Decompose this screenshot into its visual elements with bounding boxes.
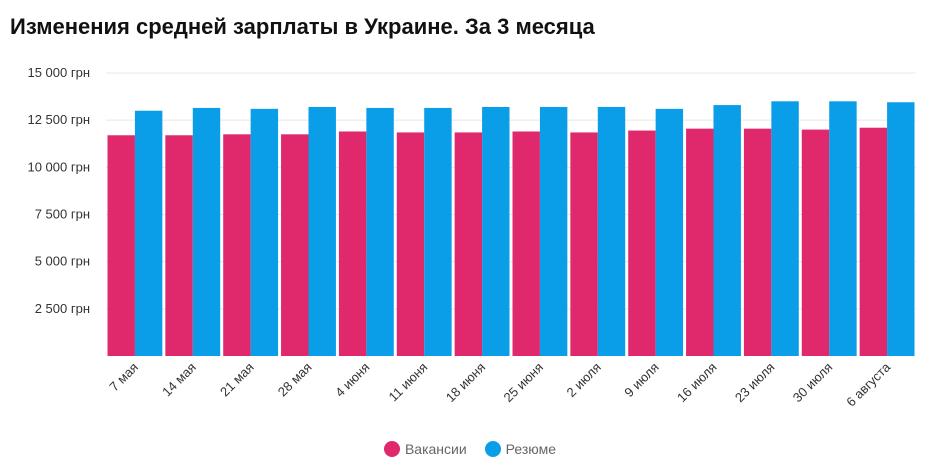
bar-resumes[interactable] bbox=[134, 110, 163, 356]
y-tick-label: 15 000 грн bbox=[27, 65, 90, 80]
x-tick-label: 18 июня bbox=[443, 360, 488, 405]
bar-vacancies[interactable] bbox=[686, 128, 714, 356]
x-tick-label: 2 июля bbox=[563, 360, 603, 400]
bar-vacancies[interactable] bbox=[338, 131, 367, 356]
bar-vacancies[interactable] bbox=[570, 132, 598, 356]
bar-resumes[interactable] bbox=[771, 101, 799, 356]
bar-vacancies[interactable] bbox=[223, 134, 251, 356]
x-tick-label: 6 августа bbox=[843, 359, 893, 409]
x-tick-label: 21 мая bbox=[217, 360, 257, 400]
x-tick-label: 30 июля bbox=[790, 360, 836, 406]
y-tick-label: 2 500 грн bbox=[35, 301, 90, 316]
bar-vacancies[interactable] bbox=[743, 128, 772, 356]
bar-resumes[interactable] bbox=[829, 101, 857, 356]
legend-swatch-vacancies bbox=[383, 441, 400, 457]
x-tick-label: 11 июня bbox=[386, 360, 431, 405]
bar-resumes[interactable] bbox=[308, 106, 336, 357]
x-tick-label: 28 мая bbox=[275, 360, 315, 400]
bar-vacancies[interactable] bbox=[454, 132, 483, 356]
bar-resumes[interactable] bbox=[887, 102, 915, 356]
x-axis-ticks: 7 мая 14 мая 21 мая 28 мая 4 июня 11 июня 18 и… bbox=[106, 359, 893, 409]
y-tick-label: 5 000 грн bbox=[35, 254, 90, 269]
bar-vacancies[interactable] bbox=[396, 132, 425, 356]
bar-vacancies[interactable] bbox=[512, 131, 540, 356]
bars bbox=[107, 101, 915, 357]
x-tick-label: 7 мая bbox=[106, 360, 141, 395]
bar-vacancies[interactable] bbox=[165, 135, 193, 356]
x-tick-label: 4 июня bbox=[332, 360, 372, 400]
x-tick-label: 14 мая bbox=[159, 360, 199, 400]
x-tick-label: 9 июля bbox=[621, 360, 661, 400]
bar-resumes[interactable] bbox=[192, 107, 221, 356]
bar-vacancies[interactable] bbox=[628, 130, 656, 356]
bar-resumes[interactable] bbox=[655, 108, 684, 356]
chart-title: Изменения средней зарплаты в Украине. За… bbox=[10, 14, 595, 39]
bar-resumes[interactable] bbox=[250, 108, 279, 356]
y-tick-label: 10 000 грн bbox=[27, 159, 90, 174]
legend-item-resumes[interactable]: Резюме bbox=[484, 441, 557, 457]
y-axis-ticks: 2 500 грн 5 000 грн 7 500 грн 10 000 грн 12 … bbox=[27, 65, 90, 316]
bar-resumes[interactable] bbox=[366, 107, 394, 356]
x-tick-label: 25 июня bbox=[501, 360, 546, 405]
bar-vacancies[interactable] bbox=[107, 135, 135, 356]
bar-vacancies[interactable] bbox=[281, 134, 309, 356]
bar-vacancies[interactable] bbox=[801, 129, 830, 356]
legend-label-vacancies: Вакансии bbox=[404, 441, 467, 457]
bar-resumes[interactable] bbox=[539, 106, 568, 357]
bar-resumes[interactable] bbox=[713, 105, 741, 356]
x-tick-label: 16 июля bbox=[674, 360, 720, 406]
legend-label-resumes: Резюме bbox=[505, 441, 557, 457]
y-tick-label: 7 500 грн bbox=[35, 207, 90, 222]
bar-resumes[interactable] bbox=[482, 106, 510, 357]
legend-item-vacancies[interactable]: Вакансии bbox=[383, 441, 467, 457]
y-tick-label: 12 500 грн bbox=[27, 112, 90, 127]
bar-resumes[interactable] bbox=[424, 107, 452, 356]
legend: Вакансии Резюме bbox=[0, 441, 940, 457]
bar-resumes[interactable] bbox=[597, 106, 626, 357]
x-tick-label: 23 июля bbox=[732, 360, 778, 406]
bar-vacancies[interactable] bbox=[859, 127, 888, 356]
legend-swatch-resumes bbox=[484, 441, 501, 457]
